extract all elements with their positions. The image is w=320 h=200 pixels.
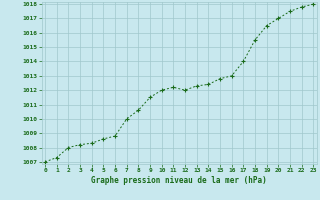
X-axis label: Graphe pression niveau de la mer (hPa): Graphe pression niveau de la mer (hPa) (91, 176, 267, 185)
